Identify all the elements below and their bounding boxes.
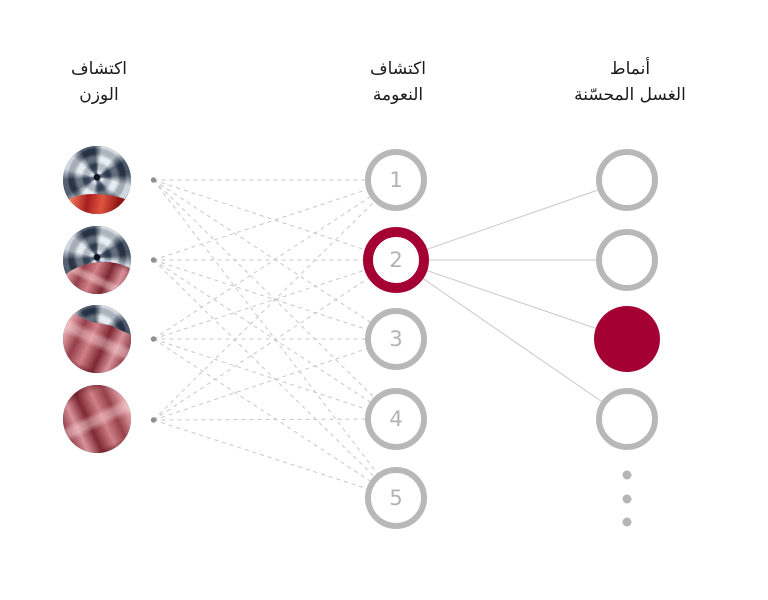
hidden-title-line2: النعومة	[372, 85, 424, 105]
hidden-node-1: 1	[365, 149, 427, 211]
hidden-node-3-label: 3	[389, 326, 403, 351]
rose-cloth-image	[63, 262, 131, 294]
hidden-node-2-label: 2	[389, 247, 403, 272]
connector-dot	[150, 257, 157, 263]
input-title-line1: اكتشاف	[71, 59, 127, 79]
connector-dot	[150, 417, 157, 423]
hidden-node-5: 5	[365, 467, 427, 529]
solid-connections	[395, 179, 628, 420]
hidden-column-title: اكتشاف النعومة	[370, 56, 426, 108]
input-column-title: اكتشاف الوزن	[71, 56, 127, 108]
ellipsis-dot	[622, 494, 632, 504]
output-node-4	[596, 388, 658, 450]
output-node-2	[596, 229, 658, 291]
dashed-connections	[153, 179, 397, 499]
hidden-node-4-label: 4	[389, 406, 403, 431]
output-title-line1: أنماط	[609, 59, 651, 79]
output-column-title: أنماط الغسل المحسّنة	[574, 56, 686, 108]
input-node-drum-photo-3	[63, 305, 131, 373]
hidden-node-3: 3	[365, 308, 427, 370]
input-node-drum-photo-4	[63, 385, 131, 453]
hidden-title-line1: اكتشاف	[370, 59, 426, 79]
input-title-line2: الوزن	[79, 85, 119, 105]
hidden-node-1-label: 1	[389, 167, 403, 192]
connector-dot	[150, 336, 157, 342]
output-node-1	[596, 149, 658, 211]
hidden-node-5-label: 5	[389, 485, 403, 510]
ellipsis-dot	[622, 517, 632, 527]
output-title-line2: الغسل المحسّنة	[574, 85, 686, 105]
ellipsis-dot	[622, 470, 632, 480]
connector-dot	[150, 177, 157, 183]
rose-cloth-image	[63, 385, 131, 453]
input-connector-dots	[150, 177, 157, 423]
hidden-node-2-active: 2	[363, 227, 429, 293]
hidden-node-4: 4	[365, 388, 427, 450]
input-node-drum-photo-2	[63, 226, 131, 294]
output-node-3-selected	[594, 306, 660, 372]
red-cloth-image	[63, 193, 131, 214]
input-node-drum-photo-1	[63, 146, 131, 214]
